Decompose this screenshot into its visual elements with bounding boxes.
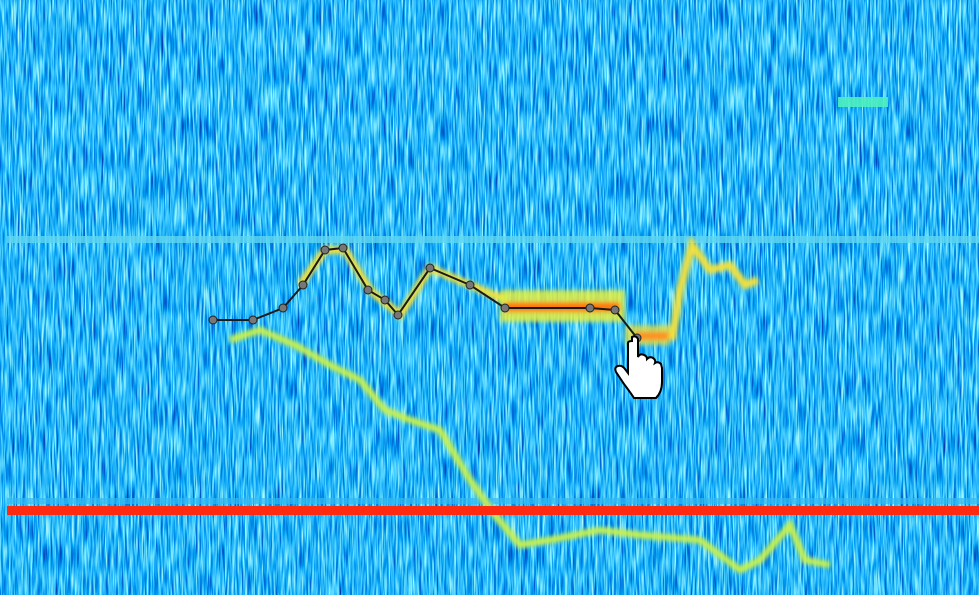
blip — [838, 97, 888, 107]
band-line — [7, 236, 979, 243]
annotation-point[interactable] — [610, 305, 620, 315]
marker-line — [7, 506, 979, 515]
cursor — [614, 335, 663, 399]
annotation-point[interactable] — [425, 263, 435, 273]
annotation-point[interactable] — [585, 303, 595, 313]
band-line — [7, 498, 979, 504]
annotation-point[interactable] — [500, 303, 510, 313]
trace-core — [635, 332, 670, 340]
annotation-point[interactable] — [393, 310, 403, 320]
annotation-point[interactable] — [380, 295, 390, 305]
trace — [228, 326, 831, 575]
annotation-point[interactable] — [248, 315, 258, 325]
annotation-points[interactable] — [208, 243, 642, 343]
annotation-point[interactable] — [320, 245, 330, 255]
annotation-point[interactable] — [465, 280, 475, 290]
annotation-point[interactable] — [278, 303, 288, 313]
trace — [668, 235, 760, 341]
annotation-point[interactable] — [363, 285, 373, 295]
annotation-point[interactable] — [298, 280, 308, 290]
annotation-point[interactable] — [338, 243, 348, 253]
hand-cursor — [614, 335, 663, 399]
annotation-point[interactable] — [208, 315, 218, 325]
annotation[interactable] — [208, 243, 642, 343]
